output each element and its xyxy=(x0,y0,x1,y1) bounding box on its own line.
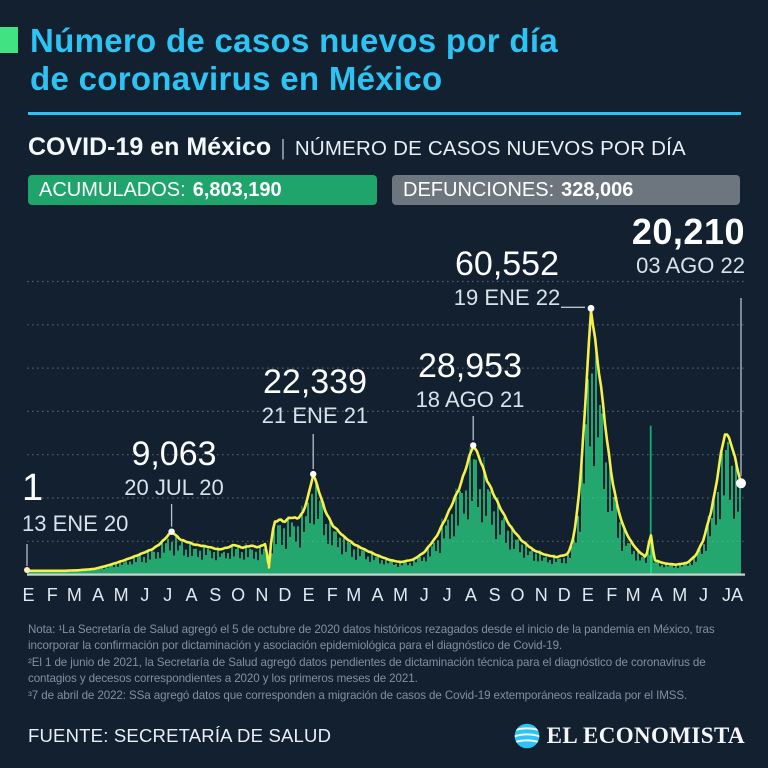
page-title-line1: Número de casos nuevos por día xyxy=(30,22,558,59)
footnote-3: ³7 de abril de 2022: SSa agregó datos qu… xyxy=(28,688,688,702)
annotation-date: 20 JUL 20 xyxy=(124,475,224,500)
section-separator: | xyxy=(280,135,286,160)
x-axis-label: A xyxy=(730,585,744,605)
footnotes: Nota: ¹La Secretaría de Salud agregó el … xyxy=(28,622,743,704)
annotation-13-ene-20: 1 13 ENE 20 xyxy=(22,468,128,536)
x-axis-label: J xyxy=(442,585,452,605)
x-axis-label: D xyxy=(557,585,571,605)
section-title: COVID-19 en México xyxy=(28,133,272,161)
accumulated-value: 6,803,190 xyxy=(192,178,282,201)
x-axis-label: N xyxy=(255,585,269,605)
annotation-03-ago-22: 20,210 03 AGO 22 xyxy=(631,211,745,279)
annotation-value: 9,063 xyxy=(131,435,217,473)
accumulated-label: ACUMULADOS: xyxy=(39,178,186,201)
x-axis-label: M xyxy=(113,585,129,605)
deaths-value: 328,006 xyxy=(561,178,634,201)
page-title: Número de casos nuevos por día de corona… xyxy=(30,22,558,98)
x-axis-label: N xyxy=(534,585,548,605)
x-axis-label: F xyxy=(46,585,58,605)
x-axis-label: J xyxy=(722,585,731,605)
x-axis-label: J xyxy=(419,585,429,605)
x-axis-label: A xyxy=(464,585,477,605)
footnote-2: ²El 1 de junio de 2021, la Secretaría de… xyxy=(28,655,706,686)
x-axis-label: S xyxy=(488,585,501,605)
annotation-value: 28,953 xyxy=(417,347,522,385)
annotation-date: 03 AGO 22 xyxy=(636,253,745,278)
title-divider xyxy=(28,112,741,115)
x-axis-label: A xyxy=(92,585,105,605)
annotation-value: 60,552 xyxy=(455,245,559,283)
deaths-badge: DEFUNCIONES: 328,006 xyxy=(392,175,740,205)
annotation-20-jul-20: 9,063 20 JUL 20 xyxy=(124,436,223,500)
annotation-date: 18 AGO 21 xyxy=(415,387,525,412)
annotation-date: 13 ENE 20 xyxy=(22,511,129,536)
x-axis-label: F xyxy=(606,585,618,605)
annotation-date: 21 ENE 21 xyxy=(261,403,369,428)
x-axis-label: M xyxy=(346,585,362,605)
x-axis-label: M xyxy=(625,585,641,605)
x-axis-label: O xyxy=(231,585,246,605)
section-header: COVID-19 en México | NÚMERO DE CASOS NUE… xyxy=(28,133,686,162)
footer: FUENTE: SECRETARÍA DE SALUD EL ECONOMIST… xyxy=(28,718,745,754)
annotation-18-ago-21: 28,953 18 AGO 21 xyxy=(416,348,525,412)
annotation-value: 1 xyxy=(22,467,44,509)
x-axis-label: F xyxy=(326,585,338,605)
x-axis-label: J xyxy=(699,585,708,605)
x-axis-label: E xyxy=(581,585,594,605)
x-axis-label: A xyxy=(185,585,198,605)
x-axis-label: S xyxy=(209,585,222,605)
x-axis-label: M xyxy=(393,585,408,605)
annotation-value: 22,339 xyxy=(263,363,367,401)
footnote-1: Nota: ¹La Secretaría de Salud agregó el … xyxy=(28,623,715,653)
title-accent-square xyxy=(0,27,18,53)
source-credit: FUENTE: SECRETARÍA DE SALUD xyxy=(28,725,332,746)
x-axis-label: A xyxy=(650,585,663,605)
x-axis-label: M xyxy=(672,585,688,605)
annotation-value: 20,210 xyxy=(631,211,745,252)
x-axis-label: E xyxy=(302,585,315,605)
el-economista-globe-icon xyxy=(514,723,539,749)
page-title-line2: de coronavirus en México xyxy=(30,60,443,97)
annotation-date: 19 ENE 22 xyxy=(453,285,561,310)
publisher-logo: EL ECONOMISTA xyxy=(514,723,745,749)
x-axis-label: A xyxy=(371,585,384,605)
x-axis-label: D xyxy=(278,585,292,605)
deaths-label: DEFUNCIONES: xyxy=(403,178,555,201)
section-subtitle: NÚMERO DE CASOS NUEVOS POR DÍA xyxy=(294,137,686,160)
x-axis-label: J xyxy=(163,585,173,605)
publisher-name: EL ECONOMISTA xyxy=(546,723,745,748)
annotation-19-ene-22: 60,552 19 ENE 22 xyxy=(454,246,560,310)
annotation-21-ene-21: 22,339 21 ENE 21 xyxy=(262,364,368,428)
x-axis-label: J xyxy=(140,585,150,605)
x-axis-label: M xyxy=(66,585,82,605)
x-axis-label: O xyxy=(510,585,525,605)
accumulated-badge: ACUMULADOS: 6,803,190 xyxy=(28,175,377,205)
x-axis-label: E xyxy=(22,585,35,605)
